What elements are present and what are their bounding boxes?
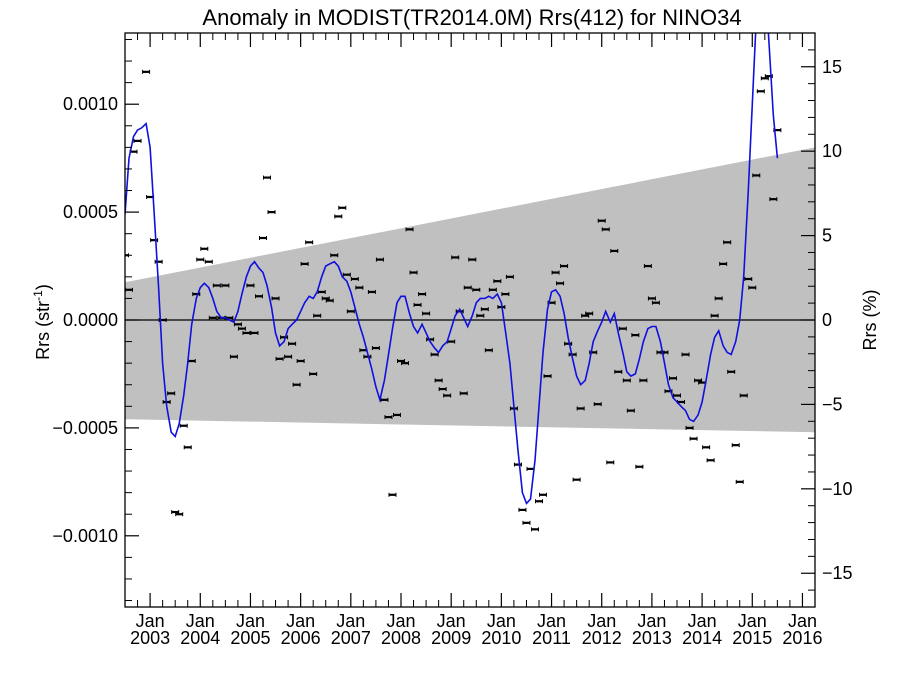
x-tick-label-month: Jan: [386, 611, 415, 631]
x-tick-label-month: Jan: [186, 611, 215, 631]
y2-tick-label: −10: [822, 479, 853, 499]
y2-axis-title: Rrs (%): [860, 290, 880, 351]
y2-tick-label: 10: [822, 141, 842, 161]
x-tick-label-year: 2016: [782, 628, 822, 648]
x-tick-label-month: Jan: [236, 611, 265, 631]
y-axis-title-exponent: -1: [31, 290, 45, 301]
x-tick-label-month: Jan: [286, 611, 315, 631]
y-tick-label: −0.0005: [52, 418, 118, 438]
y2-tick-label: 0: [822, 310, 832, 330]
plot-area: [125, 33, 815, 532]
x-tick-label-month: Jan: [487, 611, 516, 631]
x-tick-label-month: Jan: [738, 611, 767, 631]
x-tick-label-year: 2005: [230, 628, 270, 648]
x-tick-label-year: 2013: [632, 628, 672, 648]
y2-tick-label: 15: [822, 57, 842, 77]
y-tick-label: 0.0000: [63, 310, 118, 330]
y-axis-title: Rrs (str-1): [31, 284, 53, 360]
x-tick-label-month: Jan: [136, 611, 165, 631]
x-axis: Jan2003Jan2004Jan2005Jan2006Jan2007Jan20…: [124, 33, 822, 648]
x-tick-label-month: Jan: [587, 611, 616, 631]
y2-tick-label: 5: [822, 226, 832, 246]
x-tick-label-month: Jan: [437, 611, 466, 631]
y2-tick-label: −5: [822, 394, 843, 414]
chart-title: Anomaly in MODIST(TR2014.0M) Rrs(412) fo…: [202, 5, 741, 30]
y-axis-right: 15 10 5 0 −5 −10 −15: [801, 32, 853, 608]
x-tick-label-year: 2008: [381, 628, 421, 648]
x-tick-label-month: Jan: [788, 611, 817, 631]
x-tick-label-month: Jan: [336, 611, 365, 631]
x-tick-label-year: 2007: [331, 628, 371, 648]
y-tick-label: −0.0010: [52, 526, 118, 546]
x-tick-label-month: Jan: [537, 611, 566, 631]
x-tick-label-year: 2009: [431, 628, 471, 648]
monthly-points: [125, 69, 782, 532]
y-axis-title-text: Rrs (str: [33, 301, 53, 360]
y-axis-title-close: ): [33, 284, 53, 290]
x-tick-label-year: 2011: [532, 628, 571, 648]
y-tick-label: 0.0010: [63, 94, 118, 114]
y-tick-label: 0.0005: [63, 202, 118, 222]
x-tick-label-year: 2012: [582, 628, 622, 648]
x-tick-label-year: 2015: [732, 628, 772, 648]
x-tick-label-year: 2006: [281, 628, 321, 648]
y2-tick-label: −15: [822, 563, 853, 583]
smoothed-line: [125, 33, 779, 505]
y-axis-left: 0.0010 0.0005 0.0000 −0.0005 −0.0010: [52, 38, 139, 602]
x-tick-label-year: 2014: [682, 628, 722, 648]
x-tick-label-month: Jan: [688, 611, 717, 631]
x-tick-label-year: 2004: [180, 628, 220, 648]
x-tick-label-year: 2010: [481, 628, 521, 648]
x-tick-label-month: Jan: [637, 611, 666, 631]
x-tick-label-year: 2003: [130, 628, 170, 648]
